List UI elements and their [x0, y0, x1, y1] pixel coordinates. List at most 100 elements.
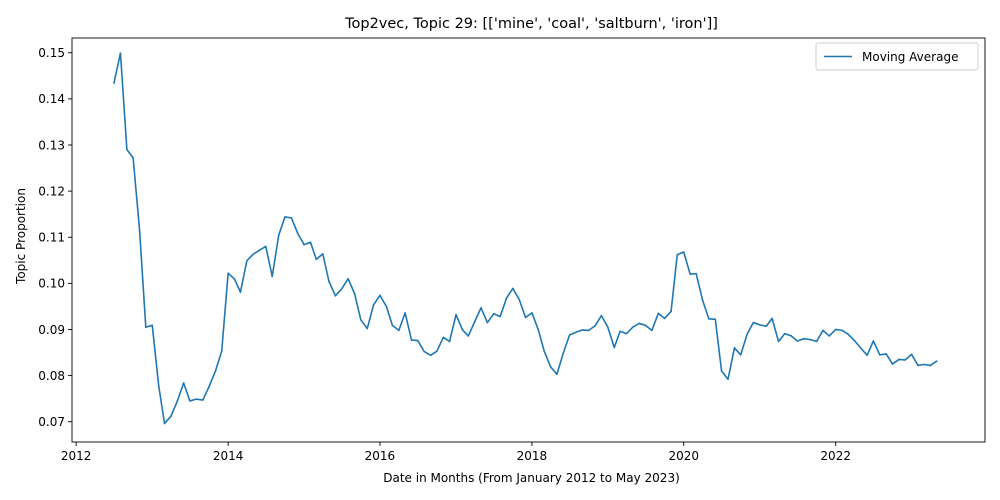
data-point	[613, 346, 616, 349]
y-tick-label: 0.08	[38, 369, 65, 383]
data-point	[303, 243, 305, 246]
data-point	[416, 339, 419, 342]
data-point	[663, 317, 666, 320]
data-point	[436, 350, 438, 352]
data-point	[220, 350, 223, 352]
data-point	[701, 299, 704, 302]
y-tick-label: 0.14	[38, 92, 65, 106]
data-point	[132, 157, 134, 159]
data-point	[214, 370, 217, 372]
data-point	[239, 291, 242, 293]
data-point	[264, 245, 267, 248]
x-tick-label: 2018	[517, 449, 548, 463]
data-point	[828, 335, 831, 337]
data-point	[258, 249, 261, 251]
data-point	[315, 258, 318, 261]
data-point	[695, 272, 697, 275]
x-axis: 2012 2014 2016 2018 2020 2022	[61, 442, 851, 463]
plot-frame	[71, 37, 986, 443]
data-point	[340, 288, 343, 290]
data-point	[568, 334, 571, 336]
data-point	[423, 350, 426, 353]
data-point	[176, 400, 179, 403]
data-point	[587, 329, 590, 332]
data-point	[549, 366, 552, 368]
data-point	[714, 318, 717, 321]
data-point	[910, 353, 913, 356]
data-point	[410, 339, 413, 341]
data-point	[917, 364, 919, 367]
data-point	[486, 321, 489, 324]
data-point	[518, 298, 521, 301]
data-point	[461, 329, 464, 331]
data-point	[429, 354, 432, 357]
x-tick-label: 2020	[668, 449, 699, 463]
data-point	[878, 354, 881, 356]
data-point	[727, 378, 729, 381]
y-tick-label: 0.13	[38, 138, 65, 152]
data-point	[309, 241, 312, 244]
data-point	[600, 314, 603, 317]
data-point	[904, 359, 906, 361]
x-tick-label: 2014	[213, 449, 244, 463]
y-tick-label: 0.12	[38, 184, 65, 198]
chart-title: Top2vec, Topic 29: [['mine', 'coal', 'sa…	[344, 16, 718, 32]
data-point	[480, 306, 482, 309]
data-point	[891, 363, 894, 365]
data-point	[208, 385, 210, 388]
data-point	[492, 312, 495, 315]
data-point	[885, 353, 888, 355]
data-point	[455, 313, 457, 316]
data-point	[689, 273, 691, 275]
data-point	[442, 336, 445, 339]
data-point	[398, 329, 400, 332]
data-point	[391, 324, 394, 327]
data-point	[290, 217, 293, 219]
y-tick-label: 0.15	[38, 46, 65, 60]
data-point	[379, 294, 381, 297]
data-point	[296, 232, 299, 234]
data-point	[385, 305, 388, 308]
legend-label: Moving Average	[862, 50, 958, 64]
data-point	[815, 340, 818, 343]
data-point	[157, 384, 160, 387]
data-point	[227, 272, 229, 275]
data-point	[771, 317, 773, 320]
data-point	[366, 327, 369, 330]
data-point	[594, 324, 596, 327]
y-tick-label: 0.09	[38, 323, 65, 337]
data-point	[759, 324, 761, 326]
data-point	[872, 340, 875, 342]
data-point	[537, 329, 540, 331]
data-point	[562, 352, 565, 354]
data-point	[252, 253, 254, 256]
data-point	[138, 229, 141, 232]
data-point	[163, 422, 166, 425]
data-point	[859, 347, 862, 349]
data-point	[334, 295, 337, 297]
data-point	[625, 332, 628, 335]
data-point	[581, 329, 584, 331]
data-point	[853, 339, 856, 342]
data-point	[676, 253, 679, 256]
data-point	[670, 310, 672, 313]
data-point	[739, 354, 742, 356]
data-point	[233, 278, 236, 281]
data-point	[619, 330, 621, 333]
y-axis: 0.07 0.08 0.09 0.10 0.11 0.12 0.13 0.14 0.15	[38, 46, 72, 429]
data-point	[575, 331, 577, 334]
data-point	[708, 318, 710, 320]
data-point	[834, 328, 837, 331]
x-tick-label: 2022	[820, 449, 851, 463]
data-point	[182, 382, 185, 384]
series-points	[113, 52, 938, 425]
data-point	[467, 335, 470, 337]
data-point	[746, 333, 748, 335]
y-tick-label: 0.10	[38, 277, 65, 291]
data-point	[651, 329, 653, 332]
x-tick-label: 2012	[61, 449, 92, 463]
data-point	[505, 297, 508, 299]
data-point	[524, 316, 527, 319]
data-point	[531, 312, 533, 314]
